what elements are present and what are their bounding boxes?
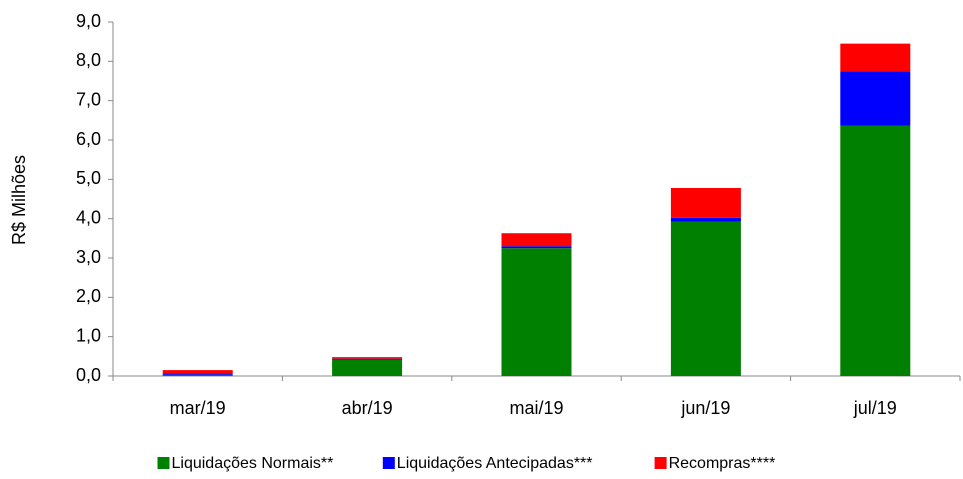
x-tick-label: abr/19 [342, 398, 393, 418]
bar-segment [501, 233, 572, 247]
y-tick-label: 8,0 [76, 50, 101, 70]
y-axis-label: R$ Milhões [9, 155, 29, 245]
y-tick-label: 7,0 [76, 89, 101, 109]
bar-segment [332, 359, 403, 376]
bar-segment [840, 71, 911, 126]
x-tick-label: jun/19 [680, 398, 730, 418]
y-tick-label: 6,0 [76, 129, 101, 149]
y-tick-label: 2,0 [76, 286, 101, 306]
bar-segment [501, 246, 572, 249]
y-tick-label: 5,0 [76, 168, 101, 188]
bar-segment [162, 373, 233, 375]
y-tick-label: 1,0 [76, 325, 101, 345]
x-tick-label: jul/19 [853, 398, 897, 418]
x-tick-label: mai/19 [509, 398, 563, 418]
bar-segment [332, 357, 403, 359]
bar-segment [162, 374, 233, 376]
x-tick-label: mar/19 [170, 398, 226, 418]
legend-swatch [382, 457, 395, 469]
bar-segment [332, 358, 403, 360]
bar-segment [670, 217, 741, 222]
y-tick-label: 0,0 [76, 365, 101, 385]
y-tick-label: 3,0 [76, 247, 101, 267]
legend-swatch [654, 457, 667, 469]
legend-swatch [157, 457, 170, 469]
bar-segment [840, 125, 911, 376]
y-tick-label: 4,0 [76, 207, 101, 227]
bar-segment [670, 221, 741, 376]
y-tick-label: 9,0 [76, 11, 101, 31]
bar-segment [840, 43, 911, 72]
legend-label: Liquidações Antecipadas*** [397, 455, 593, 472]
bar-segment [162, 370, 233, 374]
bar-segment [670, 187, 741, 218]
legend-label: Recompras**** [669, 455, 776, 472]
legend-label: Liquidações Normais** [172, 455, 334, 472]
bar-segment [501, 248, 572, 376]
